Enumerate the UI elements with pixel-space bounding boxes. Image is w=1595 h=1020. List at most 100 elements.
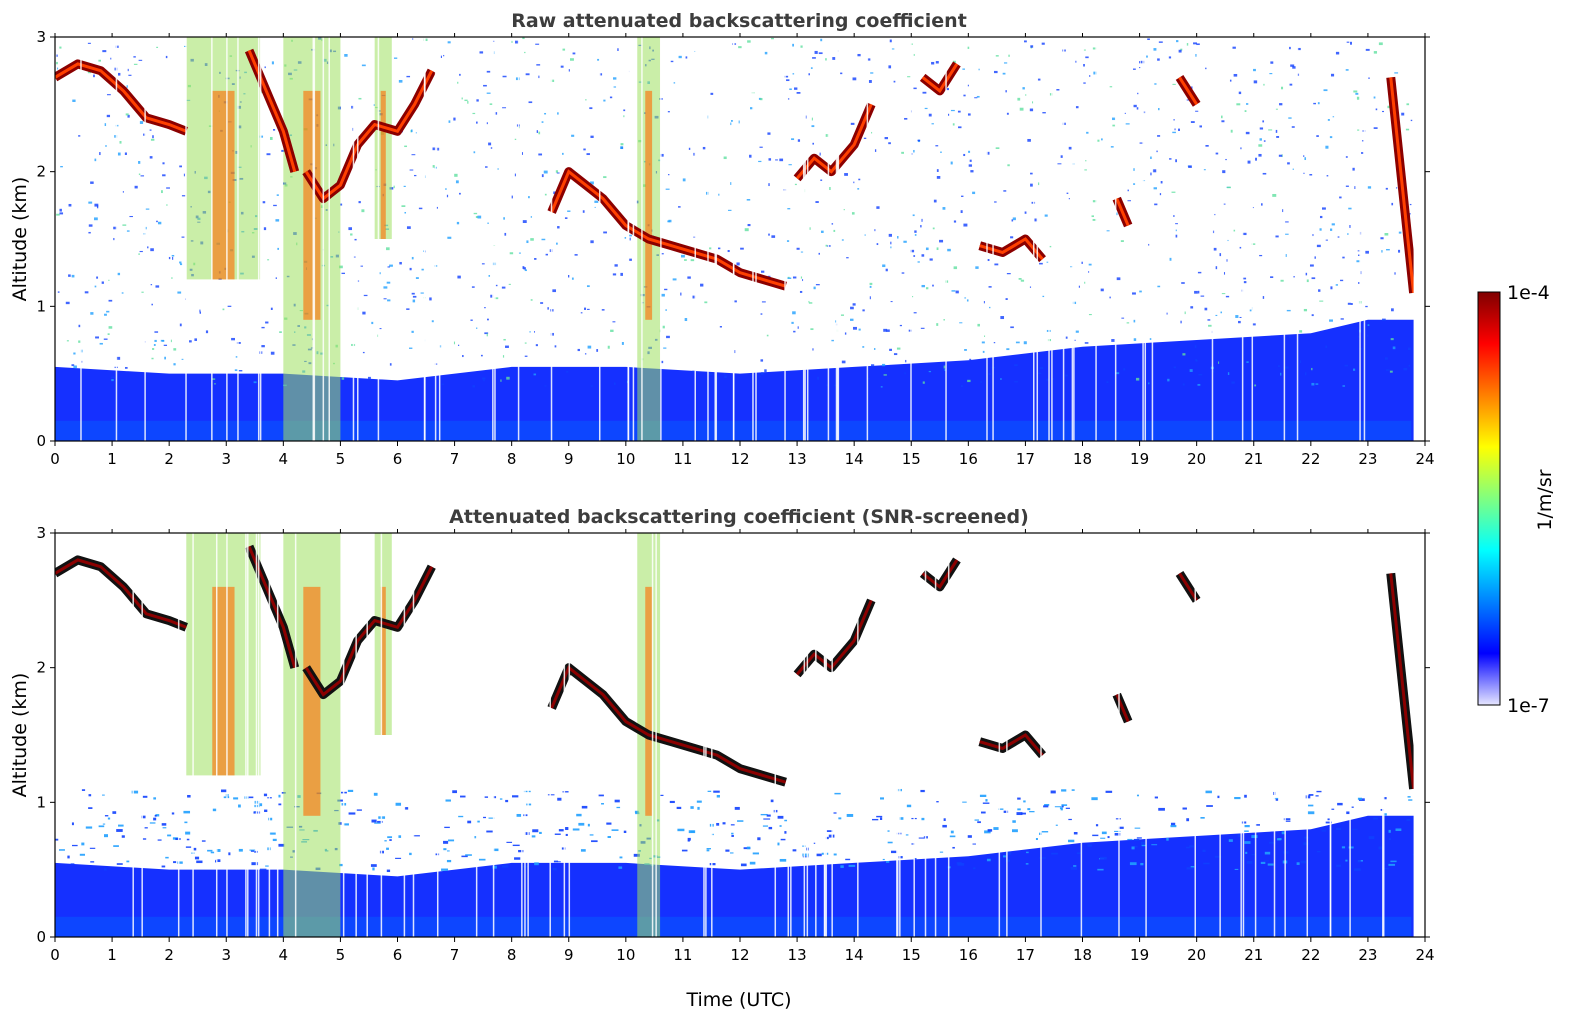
aerosol-speckle: [409, 852, 412, 856]
noise-speckle: [1390, 338, 1394, 341]
noise-speckle: [1246, 361, 1249, 363]
noise-speckle: [1227, 239, 1229, 242]
aerosol-speckle: [1003, 810, 1009, 813]
aerosol-speckle: [792, 849, 797, 852]
noise-speckle: [620, 272, 623, 276]
noise-speckle: [481, 263, 485, 265]
data-gap: [257, 533, 260, 937]
noise-speckle: [1326, 175, 1329, 177]
noise-speckle: [124, 366, 128, 369]
data-gap: [1080, 533, 1083, 937]
noise-speckle: [1223, 203, 1226, 205]
noise-speckle: [1065, 374, 1068, 377]
aerosol-speckle: [102, 823, 106, 825]
aerosol-speckle: [952, 846, 955, 849]
aerosol-speckle: [1003, 855, 1007, 858]
aerosol-speckle: [1017, 797, 1021, 800]
noise-speckle: [1268, 129, 1273, 131]
noise-speckle: [556, 172, 560, 174]
noise-speckle: [1225, 158, 1227, 161]
noise-speckle: [483, 84, 487, 87]
noise-speckle: [214, 383, 216, 385]
x-tick-label: 15: [902, 946, 921, 964]
noise-speckle: [1262, 120, 1265, 123]
y-axis-label: Altitude (km): [9, 673, 31, 798]
noise-speckle: [106, 114, 111, 118]
noise-speckle: [353, 256, 356, 258]
noise-speckle: [820, 179, 823, 181]
noise-speckle: [473, 151, 476, 154]
aerosol-speckle: [760, 813, 768, 816]
y-tick-label: 3: [36, 524, 46, 542]
noise-speckle: [503, 217, 505, 220]
aerosol-speckle: [993, 827, 999, 830]
aerosol-speckle: [1202, 849, 1206, 853]
y-tick-label: 0: [36, 432, 46, 450]
noise-speckle: [490, 147, 493, 149]
plume-core: [212, 586, 235, 776]
noise-speckle: [1207, 319, 1211, 321]
aerosol-speckle: [834, 792, 841, 795]
noise-speckle: [489, 103, 493, 105]
noise-speckle: [874, 229, 876, 232]
data-gap: [1349, 533, 1351, 937]
data-gap: [802, 37, 805, 441]
noise-speckle: [716, 377, 719, 380]
aerosol-speckle: [752, 852, 760, 855]
noise-speckle: [1075, 106, 1079, 109]
cloud-layer-edge: [979, 733, 1044, 757]
noise-speckle: [1329, 136, 1333, 139]
aerosol-speckle: [1136, 794, 1140, 797]
noise-speckle: [1111, 339, 1115, 342]
aerosol-speckle: [88, 794, 92, 797]
noise-speckle: [1154, 203, 1158, 206]
noise-speckle: [1112, 117, 1116, 121]
aerosol-speckle: [784, 819, 788, 822]
noise-speckle: [1139, 290, 1142, 293]
noise-speckle: [411, 256, 414, 260]
aerosol-speckle: [1016, 812, 1023, 816]
noise-speckle: [1275, 108, 1278, 110]
noise-speckle: [1160, 181, 1163, 184]
noise-speckle: [421, 268, 425, 271]
noise-speckle: [387, 299, 391, 302]
data-gap: [1273, 533, 1276, 937]
x-tick-label: 16: [959, 450, 978, 468]
noise-speckle: [71, 274, 75, 278]
noise-speckle: [853, 181, 855, 184]
noise-speckle: [126, 230, 130, 232]
noise-speckle: [1188, 165, 1192, 168]
noise-speckle: [436, 206, 438, 209]
noise-speckle: [508, 283, 511, 285]
noise-speckle: [1178, 128, 1180, 131]
noise-speckle: [970, 170, 974, 173]
noise-speckle: [1156, 150, 1158, 153]
noise-speckle: [1387, 105, 1391, 109]
aerosol-speckle: [1050, 790, 1056, 794]
aerosol-speckle: [207, 849, 213, 852]
noise-speckle: [1312, 234, 1314, 237]
noise-speckle: [972, 191, 976, 195]
noise-speckle: [843, 208, 845, 211]
aerosol-speckle: [446, 850, 450, 852]
noise-speckle: [960, 385, 963, 388]
aerosol-speckle: [770, 799, 774, 803]
aerosol-speckle: [898, 856, 903, 859]
noise-speckle: [747, 40, 751, 43]
noise-speckle: [1356, 96, 1360, 100]
aerosol-speckle: [711, 833, 714, 836]
data-gap: [1359, 37, 1361, 441]
noise-speckle: [266, 153, 271, 156]
aerosol-speckle: [1276, 838, 1281, 841]
noise-speckle: [1037, 78, 1041, 81]
noise-speckle: [541, 174, 544, 178]
noise-speckle: [587, 308, 590, 310]
aerosol-speckle: [1087, 844, 1092, 847]
noise-speckle: [483, 379, 485, 382]
data-gap: [803, 533, 806, 937]
noise-speckle: [538, 153, 543, 156]
noise-speckle: [870, 72, 874, 74]
noise-speckle: [1384, 232, 1389, 236]
data-gap: [1363, 37, 1366, 441]
noise-speckle: [1169, 158, 1172, 160]
